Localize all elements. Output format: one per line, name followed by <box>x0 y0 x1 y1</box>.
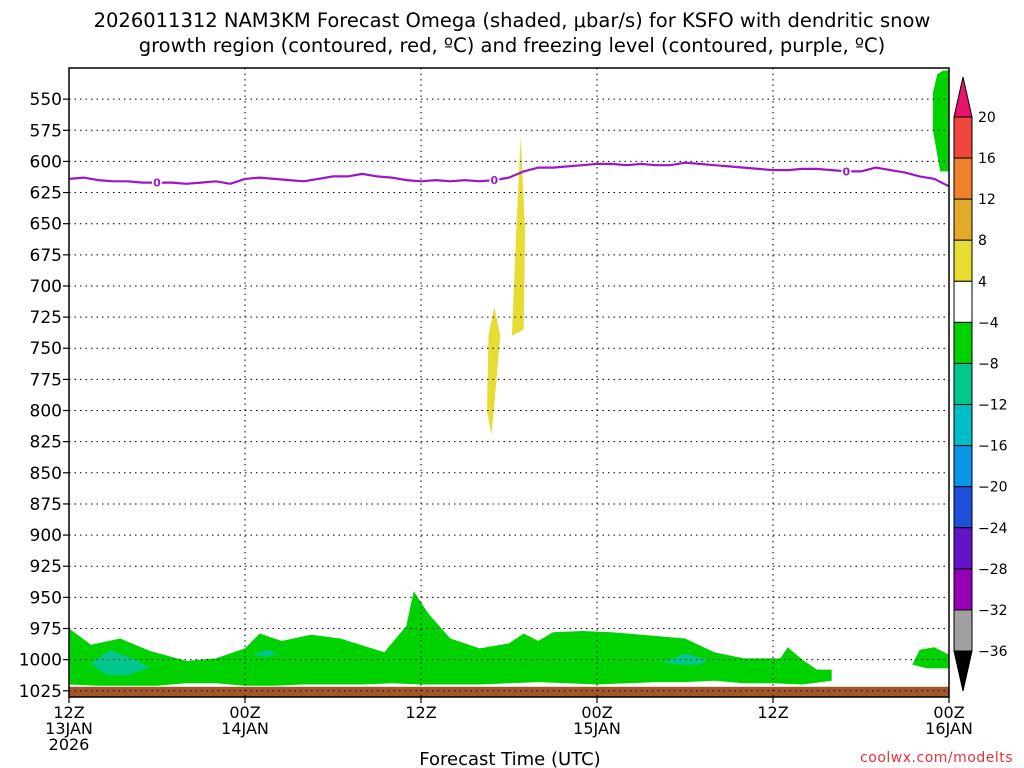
freezing-level-label-1: 0 <box>491 174 499 187</box>
colorbar-box-3 <box>953 239 973 282</box>
x-tick-label-36-1: 00Z <box>581 703 612 722</box>
colorbar-box-0 <box>953 116 973 159</box>
colorbar-label-0: 20 <box>978 110 996 126</box>
freezing-level-label-2: 0 <box>843 165 851 178</box>
y-tick-label-800: 800 <box>30 402 62 422</box>
y-tick-label-725: 725 <box>30 308 62 328</box>
colorbar-label-8: −16 <box>978 439 1008 455</box>
colorbar-label-2: 12 <box>978 192 996 208</box>
colorbar-label-4: 4 <box>978 274 987 290</box>
colorbar-label-13: −36 <box>978 644 1008 660</box>
freezing-level-contour: 0 0 0 <box>69 161 949 190</box>
x-tick-label-0-3: 2026 <box>49 735 90 754</box>
colorbar-label-11: −28 <box>978 562 1008 578</box>
colorbar-box-5 <box>953 321 973 364</box>
omega-region-7 <box>912 647 949 669</box>
y-axis-ticks: 550 575 600 625 650 675 700 725 750 775 800 825 850 8… <box>19 90 69 702</box>
freezing-level-line <box>69 161 949 188</box>
x-tick-label-36-2: 15JAN <box>573 719 621 738</box>
y-tick-label-575: 575 <box>30 121 62 141</box>
omega-region-3 <box>69 591 832 686</box>
colorbar-top-arrow <box>953 76 973 118</box>
omega-region-1 <box>487 307 501 436</box>
freezing-level-label-0: 0 <box>153 177 161 190</box>
y-tick-label-650: 650 <box>30 215 62 235</box>
colorbar-label-1: 16 <box>978 151 996 167</box>
colorbar-label-12: −32 <box>978 603 1008 619</box>
colorbar-box-9 <box>953 486 973 529</box>
x-axis-label: Forecast Time (UTC) <box>419 749 600 768</box>
grid-lines <box>68 68 950 697</box>
colorbar-label-10: −24 <box>978 521 1008 537</box>
y-tick-label-975: 975 <box>30 619 62 639</box>
y-tick-label-900: 900 <box>30 526 62 546</box>
omega-region-4 <box>91 649 150 676</box>
x-tick-label-60-2: 16JAN <box>925 719 973 738</box>
x-tick-label-48-1: 12Z <box>757 703 788 722</box>
ground-strip <box>69 686 949 697</box>
colorbar-label-3: 8 <box>978 233 987 249</box>
plot-frame <box>68 67 950 698</box>
y-tick-label-550: 550 <box>30 90 62 110</box>
chart-title-line-1: 2026011312 NAM3KM Forecast Omega (shaded… <box>94 9 931 32</box>
y-tick-label-750: 750 <box>30 339 62 359</box>
omega-region-0 <box>511 136 526 336</box>
colorbar-bottom-arrow <box>953 650 973 692</box>
colorbar-box-4 <box>953 280 973 323</box>
y-tick-label-825: 825 <box>30 433 62 453</box>
colorbar-box-2 <box>953 198 973 241</box>
y-tick-label-875: 875 <box>30 495 62 515</box>
y-tick-label-925: 925 <box>30 557 62 577</box>
freezing-label-bg-0 <box>152 175 162 190</box>
colorbar-label-9: −20 <box>978 480 1008 496</box>
x-tick-label-24-1: 12Z <box>405 703 436 722</box>
colorbar-box-11 <box>953 568 973 611</box>
colorbar-box-6 <box>953 362 973 406</box>
y-tick-label-850: 850 <box>30 464 62 484</box>
colorbar-box-1 <box>953 157 973 200</box>
colorbar-box-10 <box>953 527 973 570</box>
colorbar-label-6: −8 <box>978 356 999 372</box>
colorbar-box-7 <box>953 404 973 447</box>
freezing-label-bg-1 <box>489 173 500 188</box>
x-tick-label-0-2: 13JAN <box>45 719 93 738</box>
omega-colorbar: 20 16 12 8 4 −4 −8 −12 −16 −20 −24 −28 −32 −36 <box>953 76 1008 692</box>
x-tick-label-0-1: 12Z <box>53 703 84 722</box>
x-tick-label-12-1: 00Z <box>229 703 260 722</box>
y-tick-label-625: 625 <box>30 184 62 204</box>
chart-title-line-2: growth region (contoured, red, ºC) and f… <box>139 34 886 57</box>
credit-text: coolwx.com/modelts <box>860 750 1013 766</box>
x-tick-label-12-2: 14JAN <box>221 719 269 738</box>
y-tick-label-600: 600 <box>30 152 62 172</box>
y-tick-label-1000: 1000 <box>19 651 62 671</box>
omega-shading <box>69 70 949 697</box>
y-tick-label-700: 700 <box>30 277 62 297</box>
omega-region-6 <box>252 649 278 658</box>
colorbar-box-8 <box>953 445 973 488</box>
freezing-label-bg-2 <box>841 164 852 179</box>
colorbar-label-7: −12 <box>978 398 1008 414</box>
colorbar-label-5: −4 <box>978 315 999 331</box>
y-tick-label-675: 675 <box>30 246 62 266</box>
plot-area: 0 0 0 <box>68 67 950 698</box>
omega-region-5 <box>663 653 707 665</box>
y-tick-label-1025: 1025 <box>19 682 62 702</box>
y-tick-label-950: 950 <box>30 588 62 608</box>
x-tick-label-60-1: 00Z <box>933 703 964 722</box>
colorbar-box-12 <box>953 609 973 652</box>
y-tick-label-775: 775 <box>30 370 62 390</box>
omega-region-2 <box>932 70 949 172</box>
